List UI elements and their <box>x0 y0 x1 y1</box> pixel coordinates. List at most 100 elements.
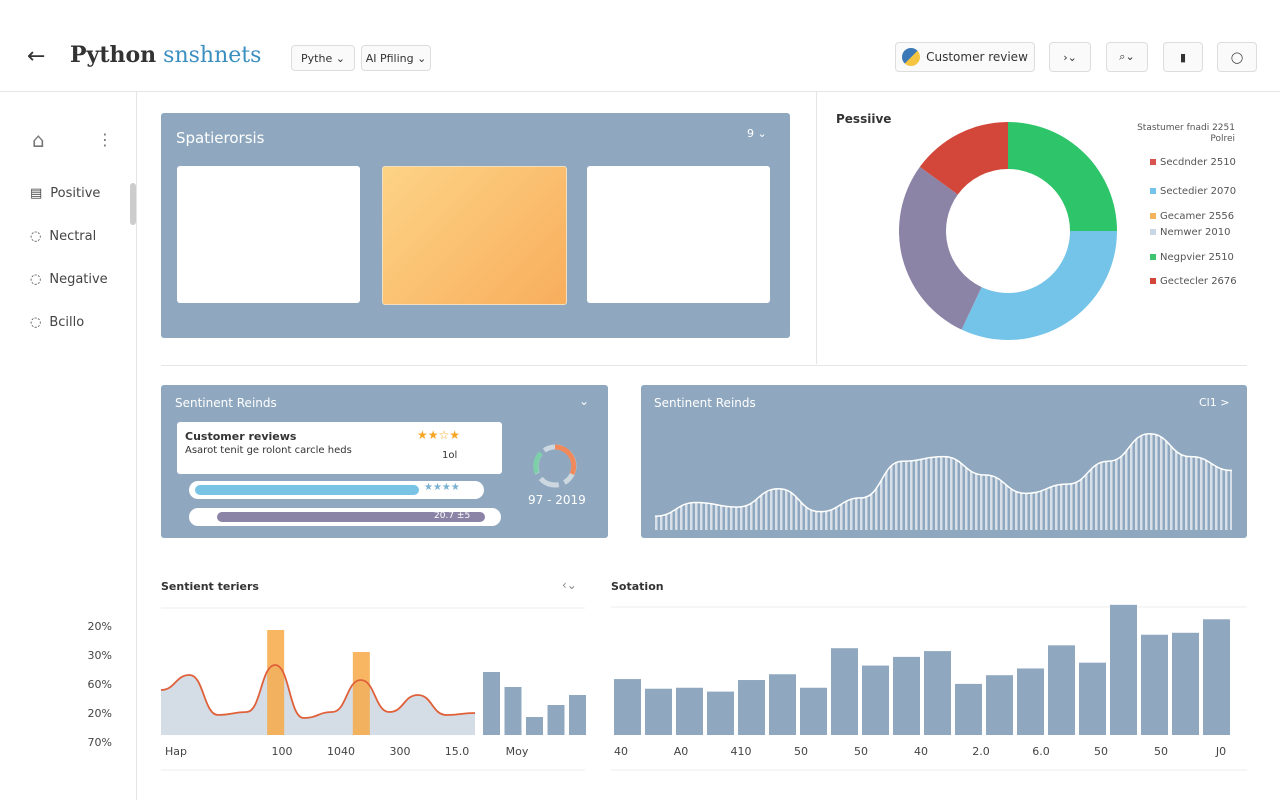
legend-swatch <box>1150 278 1156 284</box>
x-label: 6.0 <box>1032 745 1050 758</box>
bar <box>1017 668 1044 735</box>
filter[interactable]: AI Pfiling ⌄ <box>361 45 431 71</box>
card-count: 1ol <box>442 450 458 461</box>
legend-swatch <box>1150 188 1156 194</box>
nav-label: Positive <box>50 186 101 201</box>
search-button[interactable]: ⌕⌄ <box>1106 42 1148 72</box>
wave-area <box>655 433 1232 530</box>
x-label: 50 <box>1154 745 1168 758</box>
filter-label: Pythe <box>301 51 333 65</box>
nav-item[interactable]: ◌ Bcillo <box>30 315 85 330</box>
bar <box>986 675 1013 735</box>
y-label: 70% <box>88 736 112 749</box>
sidebar-divider <box>136 92 137 800</box>
x-label: 50 <box>794 745 808 758</box>
x-label: 300 <box>390 745 411 758</box>
panel-corner[interactable]: 9 ⌄ <box>747 127 767 140</box>
title-b: snshnets <box>163 43 262 68</box>
reviews-panel: Sentinent Reinds ⌄ Customer reviews Asar… <box>161 385 608 538</box>
bar <box>769 674 796 735</box>
series-area <box>161 665 475 735</box>
x-label: 15.0 <box>445 745 470 758</box>
nav-label: Negative <box>49 272 108 287</box>
bar <box>645 688 672 735</box>
panel-corner[interactable]: Cl1 > <box>1199 396 1230 409</box>
bar <box>831 648 858 735</box>
chart-title: Sotation <box>611 580 664 593</box>
ring-arc <box>533 451 543 474</box>
legend-label: Negpvier 2510 <box>1160 252 1234 263</box>
mini-ring <box>533 444 577 488</box>
bar <box>483 672 500 735</box>
filter[interactable]: Pythe ⌄ <box>291 45 355 71</box>
ring-arc <box>554 444 577 476</box>
review-label: Customer review <box>926 50 1028 64</box>
nav-item[interactable]: ◌ Nectral <box>30 229 97 244</box>
top-panel: Spatierorsis 9 ⌄ <box>161 113 790 338</box>
y-label: 60% <box>88 678 112 691</box>
bar <box>547 705 565 735</box>
card-title: Customer reviews <box>185 430 297 443</box>
panel-title: Spatierorsis <box>176 129 265 147</box>
collapse[interactable]: ‹⌄ <box>562 578 577 592</box>
filter-label: AI Pfiling <box>365 51 414 65</box>
x-label: Moy <box>506 745 529 758</box>
scrollbar <box>130 183 136 225</box>
stars: ★★★★ <box>424 482 460 493</box>
progress-track: 20.7 ±5 <box>189 508 501 526</box>
bar <box>1079 662 1106 735</box>
bar <box>924 651 951 735</box>
bar <box>707 691 734 735</box>
legend-title: Stastumer fnadi 2251 Polrei <box>1137 123 1235 144</box>
wave-line <box>654 432 1233 517</box>
nav-label: Bcillo <box>49 315 85 330</box>
donut-segment <box>919 122 1008 195</box>
nav-item[interactable]: ◌ Negative <box>30 272 108 287</box>
legend-label: Sectedier 2070 <box>1160 186 1236 197</box>
menu-icon[interactable]: ⋮ <box>97 130 113 149</box>
bar <box>955 683 982 735</box>
bar <box>1172 632 1199 735</box>
donut-segment <box>961 231 1117 341</box>
bar-label: 20.7 ±5 <box>434 511 471 521</box>
series-line <box>160 664 476 719</box>
legend-label: Secdnder 2510 <box>1160 157 1236 168</box>
x-label: Hap <box>165 745 187 758</box>
donut-title: Pessiive <box>836 112 892 126</box>
x-label: J0 <box>1215 745 1226 758</box>
review-button[interactable]: Customer review <box>895 42 1035 72</box>
panel-title: Sentinent Reinds <box>175 396 277 410</box>
home-icon[interactable]: ⌂ <box>32 128 45 152</box>
legend-label: Nemwer 2010 <box>1160 227 1230 238</box>
nav-button[interactable]: ›⌄ <box>1049 42 1091 72</box>
nav-item[interactable]: ▤ Positive <box>30 186 101 201</box>
x-label: 50 <box>854 745 868 758</box>
card-highlight <box>382 166 567 305</box>
bar <box>1141 634 1168 735</box>
legend-swatch <box>1150 213 1156 219</box>
bar <box>800 687 827 735</box>
back-button[interactable]: ← <box>27 44 46 69</box>
x-label: 100 <box>272 745 293 758</box>
donut-segment <box>1008 122 1117 231</box>
logo <box>902 48 921 66</box>
nav-label: Nectral <box>49 229 97 244</box>
review-card: Customer reviews Asarot tenit ge rolont … <box>177 422 502 474</box>
app-title: Python snshnets <box>70 42 261 68</box>
header-divider <box>0 91 1280 92</box>
bar <box>1048 645 1075 735</box>
progress-bar <box>195 485 419 495</box>
x-label: 1040 <box>327 745 355 758</box>
gift-button[interactable]: ▮ <box>1163 42 1203 72</box>
x-label: 410 <box>731 745 752 758</box>
highlight-bar <box>267 630 285 735</box>
progress-bar <box>217 512 485 522</box>
x-label: 40 <box>614 745 628 758</box>
corner-label: 9 <box>747 127 754 140</box>
x-label: A0 <box>674 745 689 758</box>
legend-swatch <box>1150 229 1156 235</box>
user-button[interactable]: ◯ <box>1217 42 1257 72</box>
collapse[interactable]: ⌄ <box>579 394 590 408</box>
